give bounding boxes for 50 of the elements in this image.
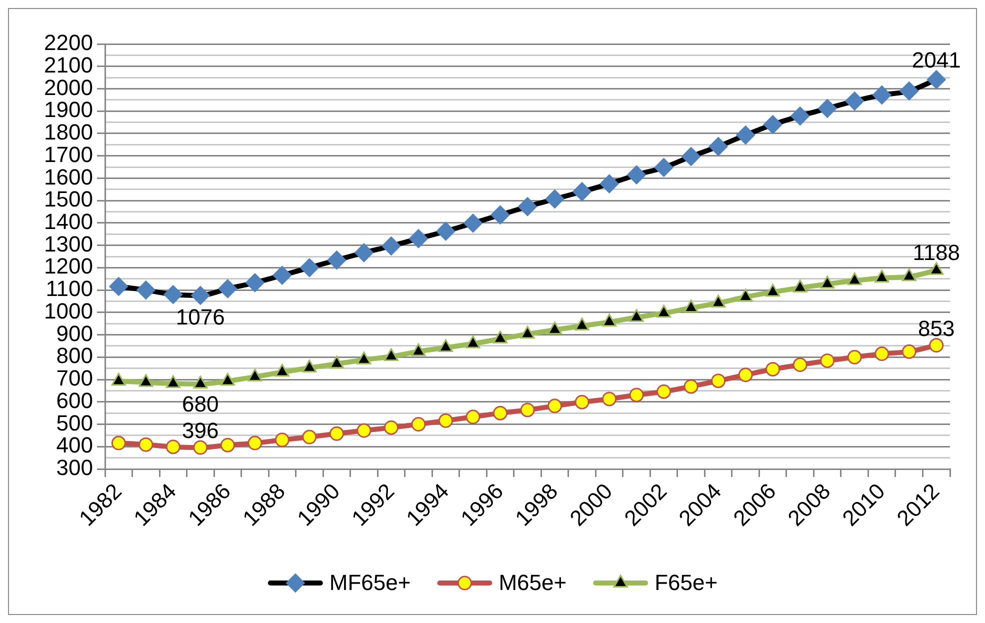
point <box>356 423 372 438</box>
y-tick-label: 800 <box>56 343 93 368</box>
data-label: 680 <box>182 392 219 417</box>
point <box>438 413 453 428</box>
data-label: 396 <box>182 418 219 444</box>
y-tick-label: 500 <box>56 410 93 436</box>
legend-label: F65e+ <box>654 570 718 596</box>
point <box>138 437 154 452</box>
legend-label: MF65e+ <box>329 570 411 596</box>
point <box>902 344 916 359</box>
y-tick-label: 900 <box>56 320 93 346</box>
legend-label: M65e+ <box>498 570 567 596</box>
y-tick-label: 1600 <box>44 164 93 190</box>
point <box>329 426 344 441</box>
point <box>220 438 235 452</box>
point <box>874 346 890 362</box>
point <box>492 406 508 420</box>
y-tick-label: 2000 <box>44 74 93 100</box>
point <box>466 410 480 424</box>
point <box>847 350 862 364</box>
point <box>629 388 644 402</box>
point <box>792 358 808 372</box>
point <box>520 402 535 418</box>
point <box>548 398 562 414</box>
point <box>656 384 672 399</box>
point <box>302 430 317 444</box>
point <box>274 432 290 448</box>
point <box>766 362 780 376</box>
point <box>166 440 180 454</box>
point <box>738 368 753 382</box>
data-label: 1188 <box>912 240 960 265</box>
point <box>602 392 617 406</box>
y-tick-label: 1500 <box>44 186 93 212</box>
point <box>248 436 262 450</box>
point <box>384 420 398 435</box>
data-label: 1076 <box>176 304 225 330</box>
point <box>111 436 126 450</box>
point <box>193 440 208 455</box>
point <box>711 374 726 388</box>
y-tick-label: 400 <box>56 432 93 458</box>
y-tick-label: 1900 <box>44 97 93 122</box>
data-label: 853 <box>918 316 955 341</box>
y-tick-label: 300 <box>56 455 93 480</box>
point <box>574 394 590 410</box>
data-label: 2041 <box>912 48 961 73</box>
point <box>929 338 944 353</box>
point <box>411 417 426 432</box>
point <box>820 353 835 368</box>
point <box>684 379 698 394</box>
y-tick-label: 1200 <box>44 254 93 279</box>
